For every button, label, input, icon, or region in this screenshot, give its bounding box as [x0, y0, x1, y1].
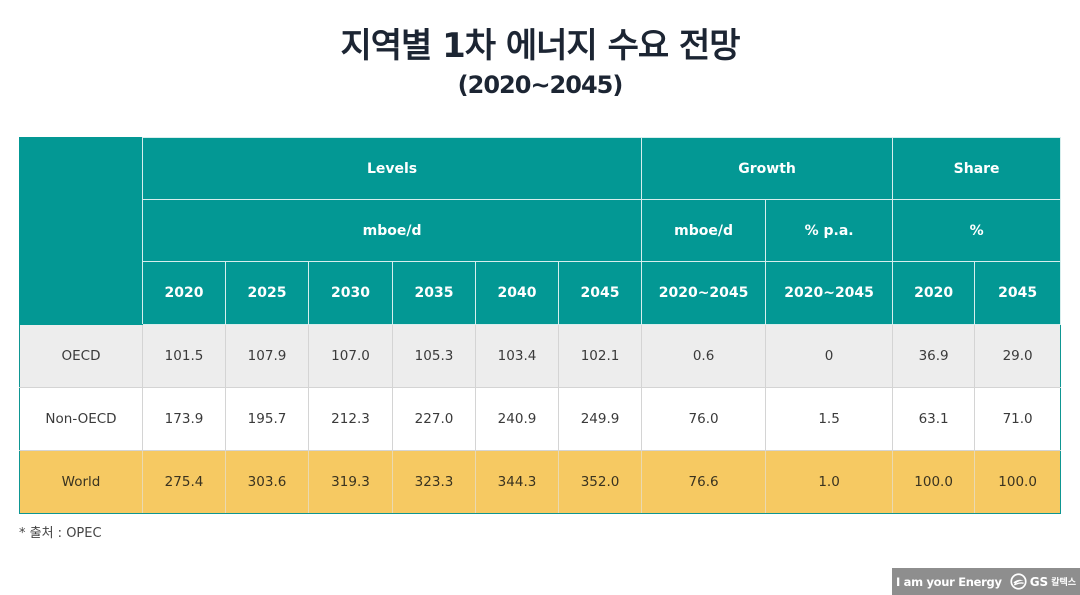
table-cell: 101.5	[142, 324, 226, 388]
table-cell: 240.9	[475, 387, 559, 451]
header-group-growth: Growth	[641, 137, 894, 200]
gs-logo-icon	[1010, 573, 1027, 590]
header-row-groups: Levels Growth Share	[19, 137, 1062, 325]
row-label: OECD	[19, 324, 143, 388]
brand-slogan: I am your Energy	[895, 574, 1002, 589]
table-cell: 212.3	[308, 387, 393, 451]
brand-logo: GS 칼텍스	[1010, 573, 1076, 590]
table-cell: 76.6	[641, 450, 767, 514]
table-cell: 249.9	[557, 387, 643, 451]
table-cell: 29.0	[974, 324, 1062, 388]
table-cell: 100.0	[974, 450, 1062, 514]
brand-footer: I am your Energy GS 칼텍스	[892, 568, 1080, 595]
source-note: * 출처 : OPEC	[19, 526, 102, 541]
table-row-oecd: OECD 101.5 107.9 107.0 105.3 103.4 102.1…	[19, 324, 1062, 388]
table-row-non-oecd: Non-OECD 173.9 195.7 212.3 227.0 240.9 2…	[19, 387, 1062, 451]
row-label: World	[19, 450, 143, 514]
table-cell: 103.4	[475, 324, 559, 388]
header-period: 2040	[475, 261, 559, 325]
header-period: 2025	[225, 261, 309, 325]
header-period: 2020~2045	[765, 261, 894, 325]
table-cell: 100.0	[892, 450, 976, 514]
header-unit-growth-mboe: mboe/d	[641, 199, 767, 262]
table-cell: 344.3	[475, 450, 559, 514]
table-cell: 71.0	[974, 387, 1062, 451]
table-cell: 195.7	[225, 387, 309, 451]
brand-name-kr: 칼텍스	[1051, 578, 1077, 588]
header-period: 2020	[142, 261, 226, 325]
table-cell: 173.9	[142, 387, 226, 451]
header-group-levels: Levels	[141, 137, 643, 200]
header-unit-levels: mboe/d	[141, 199, 643, 262]
header-row-periods: 2020 2025 2030 2035 2040 2045 2020~2045 …	[20, 261, 1062, 325]
table-cell: 323.3	[392, 450, 476, 514]
page-title: 지역별 1차 에너지 수요 전망	[340, 26, 740, 66]
table-cell: 107.9	[225, 324, 309, 388]
header-period: 2020	[892, 261, 976, 325]
page-subtitle: (2020~2045)	[457, 71, 624, 99]
table-cell: 1.0	[765, 450, 894, 514]
table-row-world: World 275.4 303.6 319.3 323.3 344.3 352.…	[19, 450, 1062, 514]
table-cell: 105.3	[392, 324, 476, 388]
header-row-units: mboe/d mboe/d % p.a. %	[20, 199, 1062, 262]
header-period: 2020~2045	[641, 261, 767, 325]
header-unit-growth-pct: % p.a.	[765, 199, 894, 262]
header-unit-share: %	[892, 199, 1062, 262]
table-cell: 76.0	[641, 387, 767, 451]
brand-name: GS	[1029, 574, 1049, 589]
table-cell: 102.1	[557, 324, 643, 388]
header-period: 2035	[392, 261, 476, 325]
header-period: 2030	[308, 261, 393, 325]
table-cell: 227.0	[392, 387, 476, 451]
table-cell: 0.6	[641, 324, 767, 388]
table-cell: 275.4	[142, 450, 226, 514]
header-period: 2045	[974, 261, 1062, 325]
header-group-share: Share	[892, 137, 1062, 200]
table-cell: 0	[765, 324, 894, 388]
table-cell: 352.0	[557, 450, 643, 514]
table-cell: 36.9	[892, 324, 976, 388]
table-cell: 63.1	[892, 387, 976, 451]
table-cell: 107.0	[308, 324, 393, 388]
energy-demand-table: Levels Growth Share mboe/d mboe/d % p.a.…	[19, 137, 1062, 514]
table-cell: 319.3	[308, 450, 393, 514]
header-period: 2045	[557, 261, 643, 325]
header-corner-cell	[19, 137, 143, 325]
table-cell: 303.6	[225, 450, 309, 514]
table-cell: 1.5	[765, 387, 894, 451]
row-label: Non-OECD	[19, 387, 143, 451]
